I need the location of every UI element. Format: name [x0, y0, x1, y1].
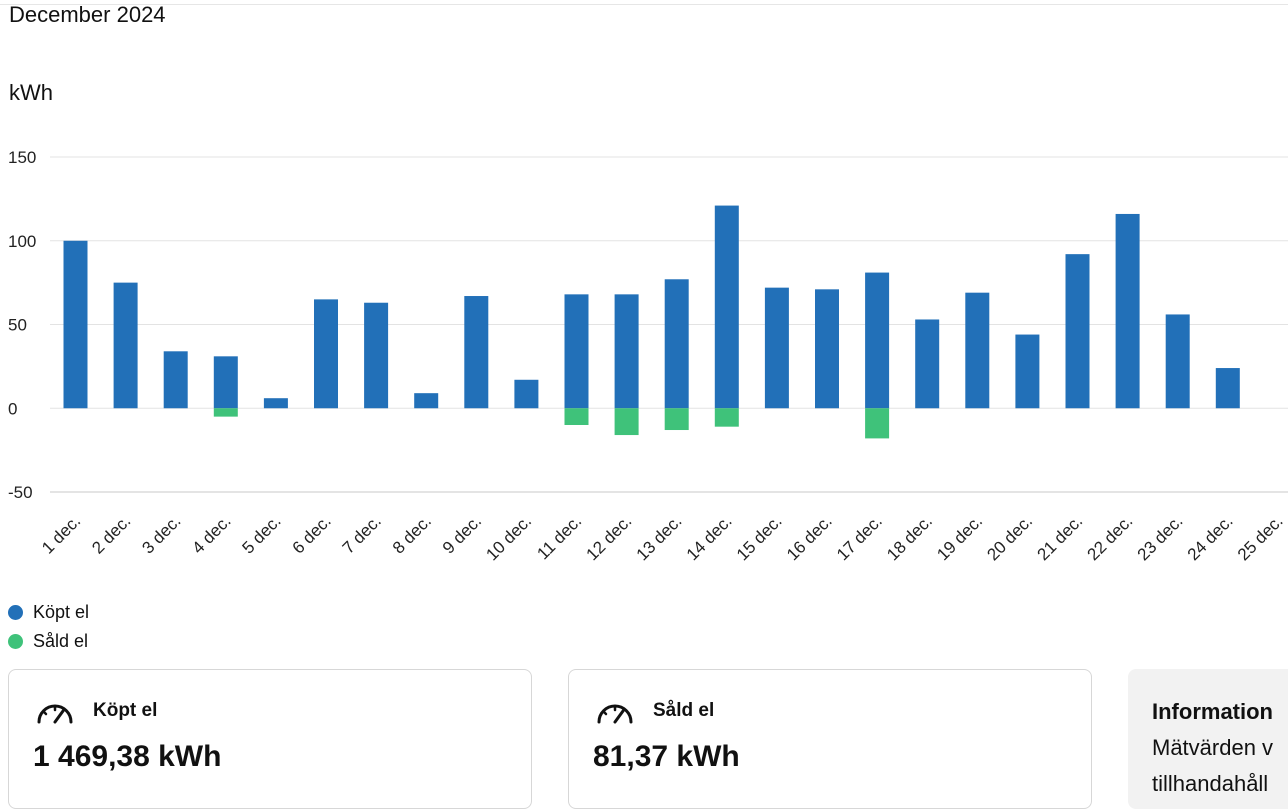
chart-legend: Köpt el Såld el [8, 598, 89, 656]
bar-bought [464, 296, 489, 409]
x-tick-label: 20 dec. [983, 511, 1036, 564]
card-label-sold: Såld el [653, 700, 715, 721]
x-tick-label: 6 dec. [289, 511, 335, 557]
x-tick-label: 22 dec. [1084, 511, 1137, 564]
bar-bought [965, 292, 990, 409]
y-tick-label: 50 [8, 316, 27, 335]
bar-sold [664, 408, 689, 431]
summary-card-sold: Såld el 81,37 kWh [568, 669, 1092, 809]
bar-bought [915, 319, 940, 409]
bar-bought [664, 279, 689, 409]
x-tick-label: 19 dec. [933, 511, 986, 564]
legend-dot-sold [8, 634, 23, 649]
bar-sold [614, 408, 639, 436]
x-tick-label: 12 dec. [583, 511, 636, 564]
card-label-bought: Köpt el [93, 700, 158, 721]
legend-label-sold: Såld el [33, 631, 89, 651]
x-tick-label: 26 dec. [1284, 511, 1288, 564]
bar-bought [213, 356, 238, 409]
x-tick-label: 7 dec. [339, 511, 385, 557]
x-tick-label: 23 dec. [1134, 511, 1187, 564]
legend-label-bought: Köpt el [33, 602, 90, 622]
x-tick-label: 5 dec. [239, 511, 285, 557]
bar-bought [364, 302, 389, 409]
bar-bought [163, 351, 188, 409]
bar-bought [63, 240, 88, 409]
x-tick-label: 13 dec. [633, 511, 686, 564]
bar-bought [764, 287, 789, 409]
x-tick-label: 10 dec. [482, 511, 535, 564]
bar-bought [1065, 254, 1090, 409]
bar-bought [514, 379, 539, 409]
x-tick-label: 2 dec. [88, 511, 134, 557]
x-tick-label: 24 dec. [1184, 511, 1237, 564]
x-tick-label: 14 dec. [683, 511, 736, 564]
information-text-line-2: tillhandahåll [1152, 771, 1269, 796]
x-tick-label: 21 dec. [1033, 511, 1086, 564]
gauge-icon [37, 704, 73, 724]
bar-sold [564, 408, 589, 425]
bar-bought [1215, 368, 1240, 409]
y-tick-label: 0 [8, 399, 17, 418]
y-tick-label: -50 [8, 483, 33, 502]
information-panel: Information Mätvärden v tillhandahåll [1128, 669, 1288, 809]
bar-bought [614, 294, 639, 409]
bar-bought [1015, 334, 1040, 409]
bar-bought [564, 294, 589, 409]
bar-sold [714, 408, 739, 427]
legend-item-sold[interactable]: Såld el [8, 627, 89, 656]
x-tick-label: 15 dec. [733, 511, 786, 564]
x-tick-label: 8 dec. [389, 511, 435, 557]
x-tick-label: 3 dec. [138, 511, 184, 557]
bar-bought [263, 398, 288, 409]
bar-sold [865, 408, 890, 439]
consumption-chart: 150 100 50 0 -50 1 dec. 2 dec. 3 dec. 4 dec. 5 d… [8, 148, 1288, 564]
bar-bought [714, 205, 739, 409]
bar-bought [865, 272, 890, 409]
legend-dot-bought [8, 605, 23, 620]
top-divider [0, 4, 1288, 5]
y-tick-label: 100 [8, 232, 36, 251]
bar-sold [213, 408, 238, 417]
bar-bought [113, 282, 138, 409]
bar-bought [1115, 213, 1140, 409]
x-tick-label: 16 dec. [783, 511, 836, 564]
x-tick-label: 9 dec. [439, 511, 485, 557]
information-text-line-1: Mätvärden v [1152, 735, 1274, 760]
x-tick-label: 18 dec. [883, 511, 936, 564]
bar-bought [314, 299, 338, 409]
y-tick-label: 150 [8, 148, 36, 167]
summary-card-bought: Köpt el 1 469,38 kWh [8, 669, 532, 809]
x-tick-label: 4 dec. [188, 511, 234, 557]
bar-bought [1165, 314, 1190, 409]
gauge-icon [597, 704, 633, 724]
x-tick-label: 1 dec. [38, 511, 84, 557]
information-title: Information [1152, 699, 1273, 724]
x-tick-label: 17 dec. [833, 511, 886, 564]
x-tick-label: 11 dec. [533, 511, 585, 563]
bar-bought [815, 289, 839, 409]
period-title: December 2024 [9, 2, 166, 27]
legend-item-bought[interactable]: Köpt el [8, 598, 89, 627]
x-tick-label: 25 dec. [1234, 511, 1287, 564]
bar-bought [414, 393, 439, 409]
y-axis-unit-label: kWh [9, 80, 53, 105]
card-value-bought: 1 469,38 kWh [33, 740, 222, 773]
card-value-sold: 81,37 kWh [593, 740, 740, 773]
